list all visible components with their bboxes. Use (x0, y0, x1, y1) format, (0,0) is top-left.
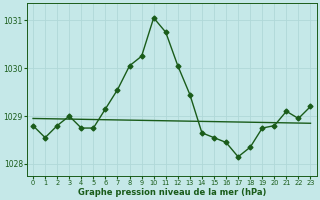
X-axis label: Graphe pression niveau de la mer (hPa): Graphe pression niveau de la mer (hPa) (77, 188, 266, 197)
